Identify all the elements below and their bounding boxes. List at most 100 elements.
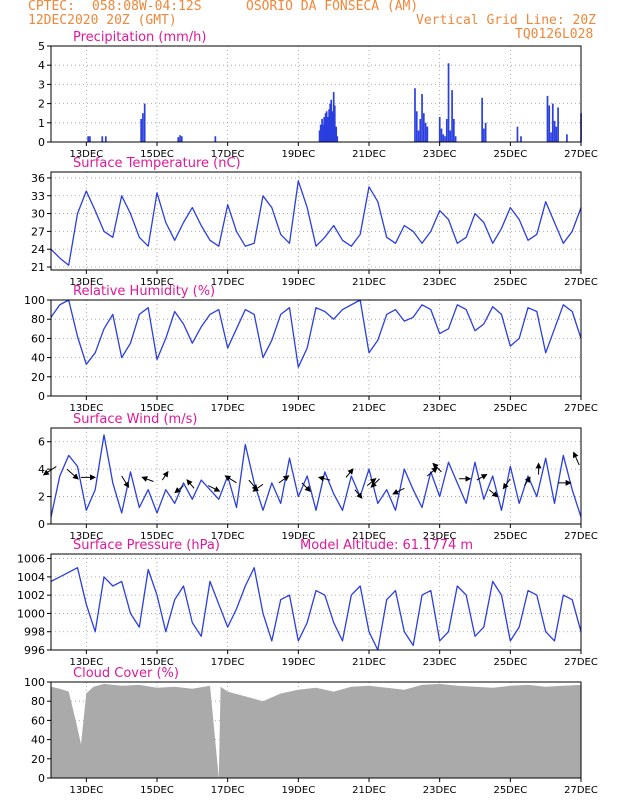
y-tick-label: 36 bbox=[31, 172, 45, 185]
y-tick-label: 6 bbox=[38, 436, 45, 449]
precip-bar bbox=[442, 134, 445, 142]
panel-title: Precipitation (mm/h) bbox=[73, 30, 206, 45]
y-tick-label: 1000 bbox=[17, 607, 45, 620]
wind-arrow bbox=[161, 470, 169, 481]
x-tick-label: 21DEC bbox=[352, 149, 386, 160]
precip-bar bbox=[140, 118, 142, 142]
wind-arrow bbox=[208, 485, 221, 492]
y-tick-label: 40 bbox=[31, 352, 45, 365]
x-tick-label: 17DEC bbox=[211, 277, 245, 288]
plot-frame bbox=[50, 427, 582, 525]
header-station: OSORIO DA FONSECA (AM) bbox=[246, 0, 419, 14]
y-tick-label: 1004 bbox=[17, 571, 45, 584]
precip-bar bbox=[421, 94, 423, 142]
y-tick-label: 1002 bbox=[17, 589, 45, 602]
wind-arrow bbox=[476, 474, 488, 481]
panel-title: Surface Pressure (hPa) bbox=[73, 538, 220, 553]
x-tick-label: 25DEC bbox=[493, 785, 527, 796]
precip-bar bbox=[445, 118, 448, 142]
panel-6: 0 20 40 60 80 100 13DEC 15DEC 17DEC 19DEC 21DEC 23D… bbox=[24, 666, 598, 796]
panel-2: 21 24 27 30 33 36 13DEC 15DEC 17DEC 19DEC 21DEC 23D… bbox=[31, 156, 598, 288]
wind-arrow bbox=[301, 482, 311, 492]
panel-title: Surface Temperature (nC) bbox=[73, 156, 241, 171]
y-tick-label: 2 bbox=[38, 491, 45, 504]
x-tick-label: 25DEC bbox=[493, 403, 527, 414]
x-tick-label: 21DEC bbox=[352, 403, 386, 414]
series-line bbox=[50, 180, 582, 266]
x-tick-label: 17DEC bbox=[211, 531, 245, 542]
precip-bar bbox=[319, 124, 322, 142]
precip-bar bbox=[424, 122, 427, 142]
precip-bar bbox=[551, 103, 554, 142]
precip-bar bbox=[417, 130, 420, 142]
x-tick-label: 23DEC bbox=[423, 149, 457, 160]
precip-bar bbox=[328, 109, 330, 142]
cloud-area bbox=[51, 683, 581, 778]
header-model-code: TQ0126L028 bbox=[515, 27, 594, 42]
panel-title: Cloud Cover (%) bbox=[73, 666, 179, 681]
x-tick-label: 13DEC bbox=[69, 277, 103, 288]
wind-arrow bbox=[488, 489, 499, 498]
precip-bar bbox=[321, 118, 323, 142]
precip-bar bbox=[548, 105, 551, 142]
plot-frame bbox=[50, 681, 582, 779]
y-tick-label: 1006 bbox=[17, 553, 45, 566]
precip-bar bbox=[335, 126, 338, 142]
precip-bar bbox=[451, 90, 453, 142]
x-tick-label: 15DEC bbox=[140, 277, 174, 288]
precip-bar bbox=[516, 126, 519, 142]
x-tick-label: 15DEC bbox=[140, 531, 174, 542]
panel-title: Relative Humidity (%) bbox=[73, 284, 215, 299]
precip-bar bbox=[447, 63, 450, 142]
precip-bar bbox=[318, 130, 321, 142]
precip-bar bbox=[101, 136, 104, 142]
wind-arrow bbox=[252, 483, 264, 492]
wind-arrow bbox=[186, 479, 195, 489]
panel-1: 0 1 2 3 4 5 13DEC 15DEC 17DEC 19DEC 21DEC 23DEC 25DE… bbox=[38, 30, 598, 160]
x-tick-label: 17DEC bbox=[211, 785, 245, 796]
precip-bar bbox=[484, 122, 487, 142]
precip-bar bbox=[422, 113, 425, 142]
y-tick-label: 100 bbox=[24, 676, 45, 689]
plot-frame bbox=[50, 171, 582, 271]
precip-bar bbox=[440, 128, 443, 142]
header-datetime: 12DEC2020 20Z (GMT) bbox=[28, 13, 177, 28]
x-tick-label: 21DEC bbox=[352, 657, 386, 668]
precip-bar bbox=[87, 136, 89, 142]
panel-title: Surface Wind (m/s) bbox=[73, 412, 197, 427]
x-tick-label: 23DEC bbox=[423, 657, 457, 668]
y-tick-label: 0 bbox=[38, 390, 45, 403]
wind-arrow bbox=[174, 485, 184, 494]
precip-bar bbox=[555, 126, 558, 142]
precip-bar bbox=[415, 111, 418, 142]
precip-bar bbox=[566, 134, 568, 142]
x-tick-label: 25DEC bbox=[493, 277, 527, 288]
precip-bar bbox=[444, 136, 446, 142]
precip-bar bbox=[179, 135, 181, 142]
precip-bar bbox=[177, 137, 180, 142]
wind-arrow bbox=[502, 478, 511, 490]
precip-bar bbox=[546, 95, 549, 142]
x-tick-label: 25DEC bbox=[493, 149, 527, 160]
x-tick-label: 17DEC bbox=[211, 403, 245, 414]
precip-bar bbox=[454, 136, 457, 142]
precip-bar bbox=[330, 99, 333, 142]
precip-bar bbox=[323, 117, 326, 142]
precip-bar bbox=[142, 113, 144, 142]
wind-arrow bbox=[354, 489, 363, 499]
x-tick-label: 17DEC bbox=[211, 657, 245, 668]
x-tick-label: 15DEC bbox=[140, 657, 174, 668]
header-grid-note: Vertical Grid Line: 20Z bbox=[416, 13, 597, 28]
x-tick-label: 27DEC bbox=[564, 277, 598, 288]
x-tick-label: 13DEC bbox=[69, 403, 103, 414]
precip-bar bbox=[453, 118, 455, 142]
x-tick-label: 13DEC bbox=[69, 657, 103, 668]
wind-arrow bbox=[572, 451, 580, 466]
x-tick-label: 27DEC bbox=[564, 149, 598, 160]
y-tick-label: 20 bbox=[31, 753, 45, 766]
plot-frame bbox=[50, 553, 582, 651]
wind-arrow bbox=[224, 475, 237, 484]
wind-arrow bbox=[278, 475, 290, 484]
wind-arrow bbox=[392, 487, 405, 495]
precip-bar bbox=[326, 117, 329, 142]
